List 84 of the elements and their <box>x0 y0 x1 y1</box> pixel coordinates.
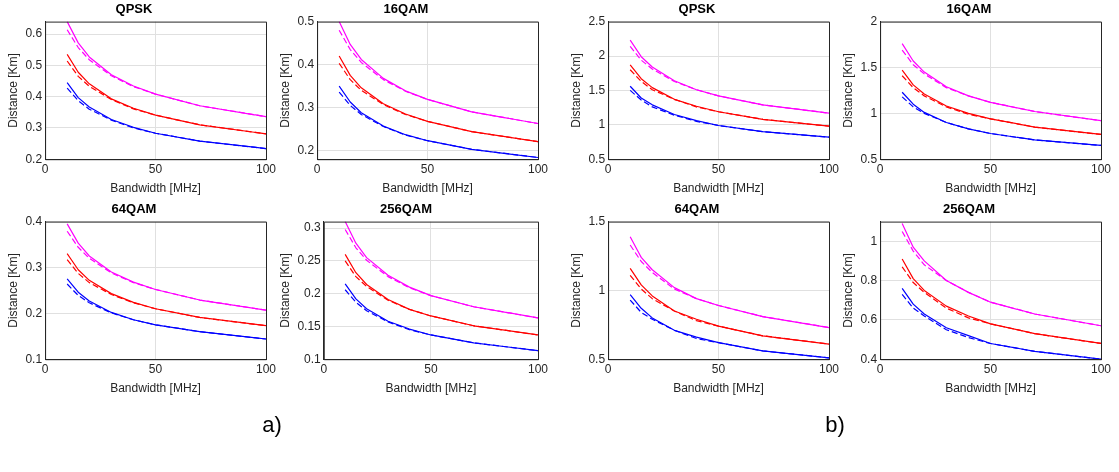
y-axis-title: Distance [Km] <box>568 53 583 128</box>
x-axis-title: Bandwidth [MHz] <box>673 181 764 196</box>
y-tick-label: 0.6 <box>860 312 878 327</box>
y-tick-label: 1 <box>598 117 606 132</box>
x-axis-title: Bandwidth [MHz] <box>945 181 1036 196</box>
y-tick-label: 0.5 <box>588 151 606 166</box>
x-tick-label: 100 <box>1090 161 1112 176</box>
y-tick-label: 1 <box>870 233 878 248</box>
y-tick-label: 0.8 <box>860 272 878 287</box>
y-tick-label: 0.2 <box>297 142 315 157</box>
y-tick-label: 0.4 <box>860 351 878 366</box>
x-tick-label: 100 <box>1090 361 1112 376</box>
x-tick-label: 0 <box>876 161 884 176</box>
text: a) <box>261 412 283 438</box>
x-axis-title: Bandwidth [MHz] <box>382 181 473 196</box>
y-tick-label: 0.1 <box>25 351 43 366</box>
x-tick-label: 100 <box>255 361 277 376</box>
y-tick-label: 0.4 <box>25 213 43 228</box>
chart-title: QPSK <box>678 1 717 17</box>
x-tick-label: 0 <box>876 361 884 376</box>
y-tick-label: 2 <box>598 48 606 63</box>
x-tick-label: 0 <box>313 161 321 176</box>
y-tick-label: 1.5 <box>588 82 606 97</box>
y-tick-label: 0.25 <box>297 253 322 268</box>
y-tick-label: 0.4 <box>297 56 315 71</box>
x-axis-title: Bandwidth [MHz] <box>385 381 477 396</box>
y-tick-label: 1 <box>870 105 878 120</box>
x-axis-title: Bandwidth [MHz] <box>945 381 1036 396</box>
x-tick-label: 0 <box>41 361 49 376</box>
y-axis-title: Distance [Km] <box>277 253 292 328</box>
x-tick-label: 50 <box>424 361 438 376</box>
x-tick-label: 100 <box>255 161 277 176</box>
x-tick-label: 50 <box>711 161 726 176</box>
y-tick-label: 0.5 <box>860 151 878 166</box>
y-tick-label: 0.5 <box>297 13 315 28</box>
y-tick-label: 0.4 <box>25 88 43 103</box>
x-tick-label: 100 <box>527 161 549 176</box>
y-tick-label: 0.5 <box>588 351 606 366</box>
y-tick-label: 0.5 <box>25 57 43 72</box>
y-tick-label: 0.3 <box>297 99 315 114</box>
y-axis-title: Distance [Km] <box>568 253 583 328</box>
chart-title: 16QAM <box>383 1 429 17</box>
x-tick-label: 50 <box>983 161 998 176</box>
y-axis-title: Distance [Km] <box>5 253 20 328</box>
x-tick-label: 100 <box>527 361 549 376</box>
x-tick-label: 0 <box>604 361 612 376</box>
x-tick-label: 0 <box>320 361 328 376</box>
x-tick-label: 50 <box>711 361 726 376</box>
y-tick-label: 0.2 <box>304 285 322 300</box>
y-axis-title: Distance [Km] <box>5 53 20 128</box>
y-tick-label: 0.15 <box>297 318 322 333</box>
chart-title: 16QAM <box>946 1 992 17</box>
y-tick-label: 0.2 <box>25 151 43 166</box>
y-tick-label: 2 <box>870 13 878 28</box>
chart-title: 64QAM <box>674 201 720 217</box>
y-tick-label: 0.3 <box>25 120 43 135</box>
x-tick-label: 0 <box>604 161 612 176</box>
y-axis-title: Distance [Km] <box>840 253 855 328</box>
y-tick-label: 0.3 <box>25 259 43 274</box>
y-tick-label: 1.5 <box>860 59 878 74</box>
x-tick-label: 100 <box>818 161 840 176</box>
y-tick-label: 0.6 <box>25 26 43 41</box>
x-tick-label: 50 <box>148 361 163 376</box>
y-tick-label: 0.1 <box>304 351 322 366</box>
x-axis-title: Bandwidth [MHz] <box>110 381 201 396</box>
y-tick-label: 1 <box>598 282 606 297</box>
x-axis-title: Bandwidth [MHz] <box>110 181 201 196</box>
x-axis-title: Bandwidth [MHz] <box>673 381 764 396</box>
y-axis-title: Distance [Km] <box>277 53 292 128</box>
y-axis-title: Distance [Km] <box>840 53 855 128</box>
x-tick-label: 0 <box>41 161 49 176</box>
chart-title: QPSK <box>115 1 154 17</box>
x-tick-label: 50 <box>148 161 163 176</box>
x-tick-label: 100 <box>818 361 840 376</box>
y-tick-label: 0.3 <box>304 220 322 235</box>
text: b) <box>824 412 846 438</box>
y-tick-label: 2.5 <box>588 13 606 28</box>
x-tick-label: 50 <box>420 161 435 176</box>
chart-title: 256QAM <box>379 201 433 217</box>
x-tick-label: 50 <box>983 361 998 376</box>
y-tick-label: 0.2 <box>25 305 43 320</box>
y-tick-label: 1.5 <box>588 213 606 228</box>
chart-title: 64QAM <box>111 201 157 217</box>
chart-title: 256QAM <box>942 201 996 217</box>
